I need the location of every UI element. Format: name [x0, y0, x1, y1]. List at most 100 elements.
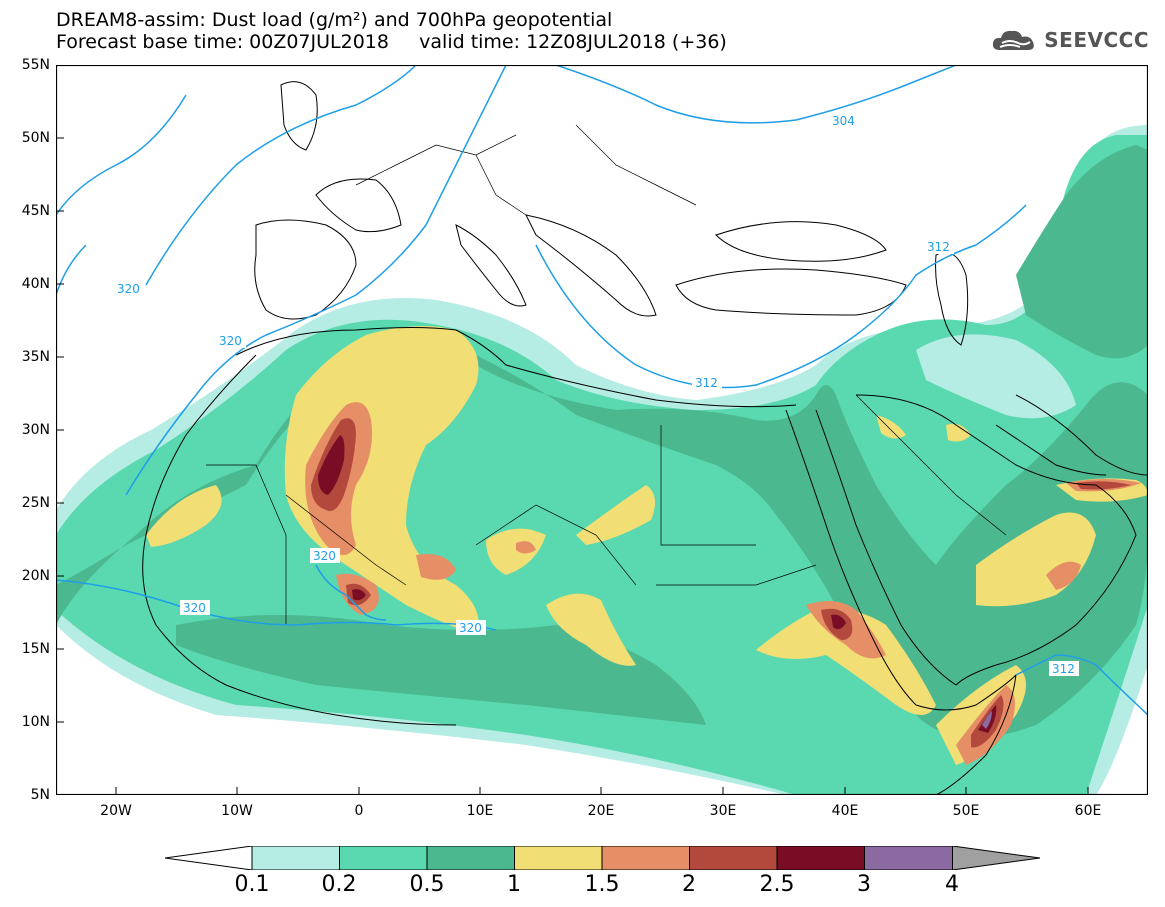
- dust-band-2-5-sahara: [318, 435, 345, 495]
- colorbar-label-1-5: 1.5: [584, 872, 620, 897]
- dust-band-1-5-oman: [1046, 561, 1081, 590]
- colorbar-label-2: 2: [682, 872, 696, 897]
- dust-band-3-somalia: [982, 711, 992, 729]
- dust-band-1-5-algeria: [416, 554, 456, 580]
- lat-label-15n: 15N: [21, 641, 50, 657]
- colorbar-cell-2: [689, 846, 778, 870]
- dust-band-1-west: [146, 485, 222, 547]
- dust-band-1-chad: [546, 593, 636, 666]
- dust-band-0-5-africa-south: [176, 615, 706, 725]
- coastlines: [142, 81, 1148, 795]
- contour-320-south-line: [56, 579, 497, 631]
- red-sea-east: [815, 409, 957, 686]
- lat-label-25n: 25N: [21, 495, 50, 511]
- lat-label-45n: 45N: [21, 203, 50, 219]
- colorbar-label-0-5: 0.5: [409, 872, 445, 897]
- dust-band-2-5-ethiopia: [831, 614, 846, 630]
- colorbar-label-0-2: 0.2: [321, 872, 357, 897]
- dust-field: [56, 125, 1148, 795]
- contour-label-312-east: 312: [1052, 662, 1075, 676]
- border-europe-3: [575, 124, 697, 206]
- france-coast: [315, 178, 402, 233]
- lat-label-35n: 35N: [21, 349, 50, 365]
- caspian-sea: [935, 252, 969, 346]
- colorbar-cell-2-5: [776, 846, 865, 870]
- contour-320-inner-line: [315, 564, 387, 621]
- cloud-icon: [993, 30, 1035, 50]
- colorbar-cell-1-5: [601, 846, 690, 870]
- dust-band-2-gulf: [1076, 481, 1131, 490]
- contour-312-east-line: [1015, 654, 1148, 716]
- north-africa-coast: [235, 327, 797, 408]
- colorbar-cell-0-5: [426, 846, 515, 870]
- colorbar-label-0-1: 0.1: [234, 872, 270, 897]
- border-algeria-mali: [285, 494, 407, 586]
- italy-coast: [455, 224, 527, 307]
- dust-band-1-libya: [576, 485, 655, 545]
- contour-label-312-mid: 312: [695, 376, 718, 390]
- dust-band-1-5-niger: [516, 541, 536, 554]
- colorbar-cell-0-2: [339, 846, 428, 870]
- logo-text: SEEVCCC: [1044, 28, 1149, 52]
- lat-label-20n: 20N: [21, 568, 50, 584]
- dust-band-1-sahara: [284, 326, 479, 635]
- dust-band-1-central: [486, 528, 546, 575]
- border-mauritania: [206, 464, 287, 625]
- contour-label-304: 304: [832, 114, 855, 128]
- dust-band-1-iraq: [876, 415, 906, 439]
- colorbar-cell-1: [514, 846, 603, 870]
- colorbar-label-4: 4: [945, 872, 959, 897]
- colorbar-label-2-5: 2.5: [759, 872, 795, 897]
- dust-gap-arabia: [916, 334, 1076, 419]
- lon-label-20e: 20E: [587, 803, 615, 819]
- contour-label-320-mid: 320: [219, 334, 242, 348]
- lat-label-30n: 30N: [21, 422, 50, 438]
- colorbar-min-arrow: [165, 846, 253, 870]
- lat-label-10n: 10N: [21, 714, 50, 730]
- border-europe-2: [475, 154, 527, 216]
- lon-label-50e: 50E: [952, 803, 980, 819]
- lon-label-10w: 10W: [221, 803, 253, 819]
- contour-label-320-south: 320: [183, 601, 206, 615]
- iberia-coast: [254, 219, 357, 320]
- colorbar-cell-0-1: [251, 846, 340, 870]
- lat-label-40n: 40N: [21, 276, 50, 292]
- colorbar-cell-3: [864, 846, 953, 870]
- forecast-time-line: Forecast base time: 00Z07JUL2018 valid t…: [56, 31, 727, 53]
- lon-label-40e: 40E: [831, 803, 859, 819]
- horn-of-africa: [915, 673, 1017, 795]
- britain-coast: [280, 81, 318, 151]
- dust-band-1-iran: [946, 423, 971, 442]
- lon-label-0: 0: [354, 803, 364, 819]
- colorbar-label-3: 3: [857, 872, 871, 897]
- border-libya-egypt: [660, 425, 756, 546]
- arabia-coast: [855, 394, 1137, 686]
- map-ticks: [56, 137, 1089, 795]
- borders: [206, 124, 1007, 625]
- lon-label-20w: 20W: [100, 803, 132, 819]
- iran-coast: [1015, 394, 1148, 476]
- border-sudan: [656, 564, 817, 586]
- lon-label-60e: 60E: [1074, 803, 1102, 819]
- border-niger-chad: [475, 504, 637, 586]
- black-sea: [715, 221, 887, 262]
- contour-labels: 304 312 312 312 320 320 320 320 320: [114, 113, 1079, 676]
- dust-colorbar: [165, 846, 1040, 870]
- colorbar-label-1: 1: [507, 872, 521, 897]
- balkans-coast: [525, 214, 657, 317]
- west-africa-coast: [142, 354, 457, 726]
- map-title: DREAM8-assim: Dust load (g/m²) and 700hP…: [56, 9, 613, 31]
- red-sea-west: [785, 409, 917, 706]
- dust-band-1-sudan-east: [756, 609, 936, 715]
- contour-320-west-line: [56, 65, 417, 296]
- dust-load-map: 304 312 312 312 320 320 320 320 320: [56, 65, 1148, 795]
- contour-label-320-south-east: 320: [459, 621, 482, 635]
- lon-label-10e: 10E: [466, 803, 494, 819]
- lon-label-30e: 30E: [709, 803, 737, 819]
- lat-label-55n: 55N: [21, 57, 50, 73]
- lat-label-50n: 50N: [21, 130, 50, 146]
- border-saudi: [855, 394, 1007, 536]
- contour-304-line: [555, 65, 957, 124]
- contour-label-320-inner: 320: [313, 549, 336, 563]
- geopotential-contours: [56, 65, 1148, 716]
